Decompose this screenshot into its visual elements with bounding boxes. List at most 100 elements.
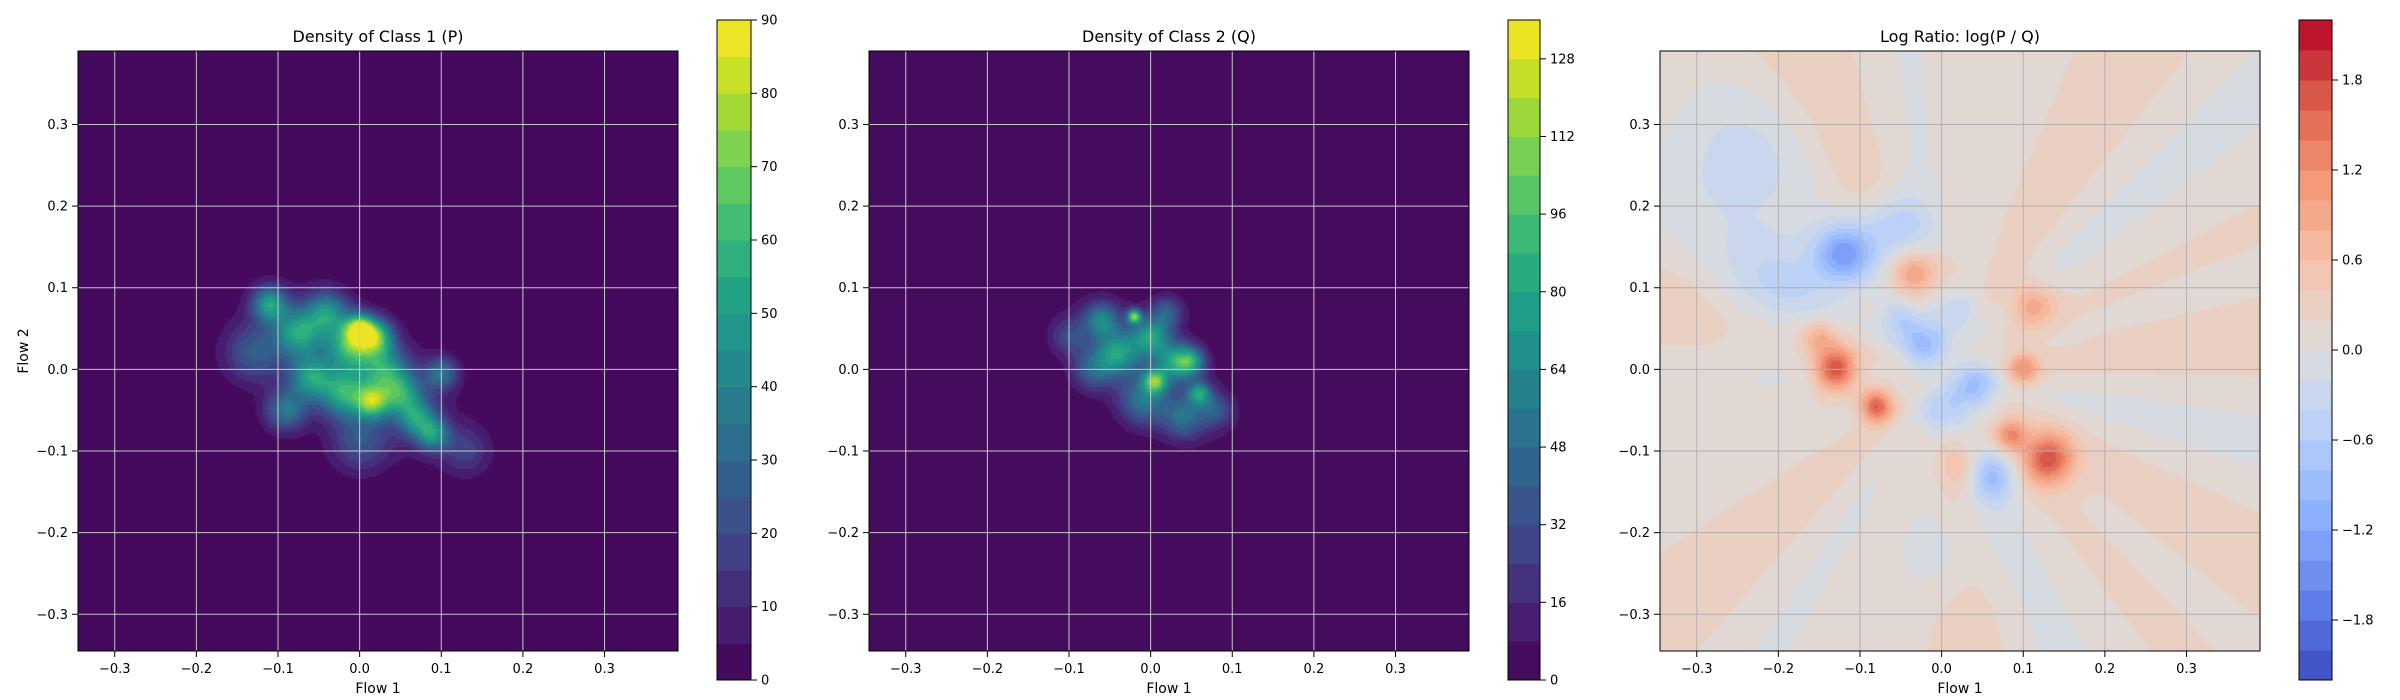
colorbar-tick-label: 0.6 <box>2342 254 2363 269</box>
y-tick-label: −0.1 <box>1618 445 1650 460</box>
colorbar-tick-label: 64 <box>1550 363 1567 378</box>
heatmap-layer <box>869 51 1469 651</box>
colorbar-level <box>1508 447 1540 487</box>
y-tick-label: 0.3 <box>838 118 859 133</box>
y-axis-ticks: −0.3 −0.2 −0.1 0.0 0.1 0.2 0.3 <box>36 118 78 623</box>
y-tick-label: 0.0 <box>47 363 68 378</box>
colorbar-level <box>2299 410 2332 441</box>
colorbar-level <box>1508 20 1540 60</box>
colorbar-level <box>2299 50 2332 81</box>
y-tick-label: 0.3 <box>1629 118 1650 133</box>
y-axis-ticks: −0.3 −0.2 −0.1 0.0 0.1 0.2 0.3 <box>827 118 869 623</box>
colorbar-level <box>717 56 751 94</box>
colorbar-level <box>2299 560 2332 591</box>
colorbar-tick-label: 80 <box>1550 285 1567 300</box>
colorbar-level <box>717 496 751 534</box>
plot-frame <box>77 50 679 652</box>
y-tick-label: 0.1 <box>1629 281 1650 296</box>
colorbar-level <box>2299 230 2332 261</box>
colorbar-level <box>1508 214 1540 254</box>
colorbar-level <box>2299 380 2332 411</box>
colorbar-level <box>717 606 751 644</box>
x-tick-label: −0.2 <box>1763 662 1795 677</box>
colorbar-level <box>1508 563 1540 603</box>
colorbar-level <box>717 166 751 204</box>
colorbar-frame <box>1507 19 1541 681</box>
x-tick-label: 0.1 <box>1222 662 1243 677</box>
heatmap-image <box>78 51 678 651</box>
heatmap-layer <box>78 51 678 651</box>
y-tick-label: −0.1 <box>827 445 859 460</box>
colorbar-tick-label: 1.2 <box>2342 164 2363 179</box>
colorbar-tick-label: 128 <box>1550 52 1575 67</box>
colorbar-tick-label: 80 <box>761 87 778 102</box>
colorbar-level <box>717 240 751 278</box>
colorbar-level <box>717 93 751 131</box>
colorbar-level <box>1508 58 1540 99</box>
colorbar-tick-label: −1.2 <box>2342 524 2374 539</box>
heatmap-layer <box>1660 51 2260 651</box>
y-axis-ticks: −0.3 −0.2 −0.1 0.0 0.1 0.2 0.3 <box>1618 118 1660 623</box>
y-tick-label: 0.2 <box>1629 200 1650 215</box>
y-tick-label: −0.3 <box>36 608 68 623</box>
colorbar-level <box>2299 500 2332 531</box>
y-tick-label: 0.0 <box>838 363 859 378</box>
x-tick-label: −0.1 <box>1844 662 1876 677</box>
colorbar-level <box>717 350 751 388</box>
colorbar-tick-label: 16 <box>1550 596 1567 611</box>
panel-class-1-density: Density of Class 1 (P) −0.3 −0.2 −0.1 0.0 0.… <box>16 14 778 698</box>
x-tick-label: −0.2 <box>972 662 1004 677</box>
y-tick-label: −0.2 <box>36 526 68 541</box>
colorbar-level <box>717 130 751 168</box>
colorbar: 0 10 20 30 40 50 60 70 80 90 <box>716 14 778 689</box>
colorbar-frame <box>716 19 752 681</box>
colorbar-tick-label: 48 <box>1550 441 1567 456</box>
x-axis-ticks: −0.3 −0.2 −0.1 0.0 0.1 0.2 0.3 <box>99 651 615 677</box>
heatmap-image <box>869 51 1469 651</box>
colorbar-level <box>2299 620 2332 651</box>
x-tick-label: 0.3 <box>1385 662 1406 677</box>
colorbar-level <box>717 276 751 314</box>
x-tick-label: −0.3 <box>890 662 922 677</box>
colorbar-level <box>717 386 751 424</box>
colorbar-level <box>717 313 751 351</box>
colorbar-level <box>1508 291 1540 332</box>
colorbar-level <box>2299 650 2332 681</box>
x-tick-label: −0.1 <box>262 662 294 677</box>
colorbar-level <box>2299 80 2332 111</box>
colorbar-level <box>2299 530 2332 561</box>
x-tick-label: 0.3 <box>594 662 615 677</box>
y-tick-label: 0.1 <box>838 281 859 296</box>
x-tick-label: 0.1 <box>2013 662 2034 677</box>
colorbar-level <box>2299 140 2332 171</box>
y-tick-label: 0.2 <box>838 200 859 215</box>
colorbar-level <box>1508 641 1540 681</box>
colorbar-tick-label: 20 <box>761 527 778 542</box>
colorbar-tick-label: 90 <box>761 14 778 29</box>
plot-frame <box>1659 50 2261 652</box>
colorbar-level <box>717 533 751 571</box>
panel-title: Log Ratio: log(P / Q) <box>1880 27 2040 46</box>
colorbar-level <box>2299 20 2332 51</box>
grid <box>78 51 678 651</box>
colorbar-level <box>2299 470 2332 501</box>
panel-title: Density of Class 1 (P) <box>293 27 464 46</box>
y-tick-label: 0.0 <box>1629 363 1650 378</box>
colorbar-tick-label: 0 <box>1550 674 1558 689</box>
colorbar-tick-label: 50 <box>761 307 778 322</box>
colorbar-level <box>2299 200 2332 231</box>
colorbar-tick-label: 30 <box>761 454 778 469</box>
colorbar-tick-label: −1.8 <box>2342 614 2374 629</box>
grid <box>1660 51 2260 651</box>
colorbar-tick-label: 112 <box>1550 130 1575 145</box>
x-axis-label: Flow 1 <box>1937 681 1982 697</box>
colorbar-tick-label: 60 <box>761 234 778 249</box>
plot-frame <box>868 50 1470 652</box>
colorbar-level <box>2299 350 2332 381</box>
colorbar-tick-label: 0.0 <box>2342 344 2363 359</box>
colorbar-tick-label: 96 <box>1550 208 1567 223</box>
x-tick-label: −0.1 <box>1053 662 1085 677</box>
grid <box>869 51 1469 651</box>
x-tick-label: 0.0 <box>349 662 370 677</box>
